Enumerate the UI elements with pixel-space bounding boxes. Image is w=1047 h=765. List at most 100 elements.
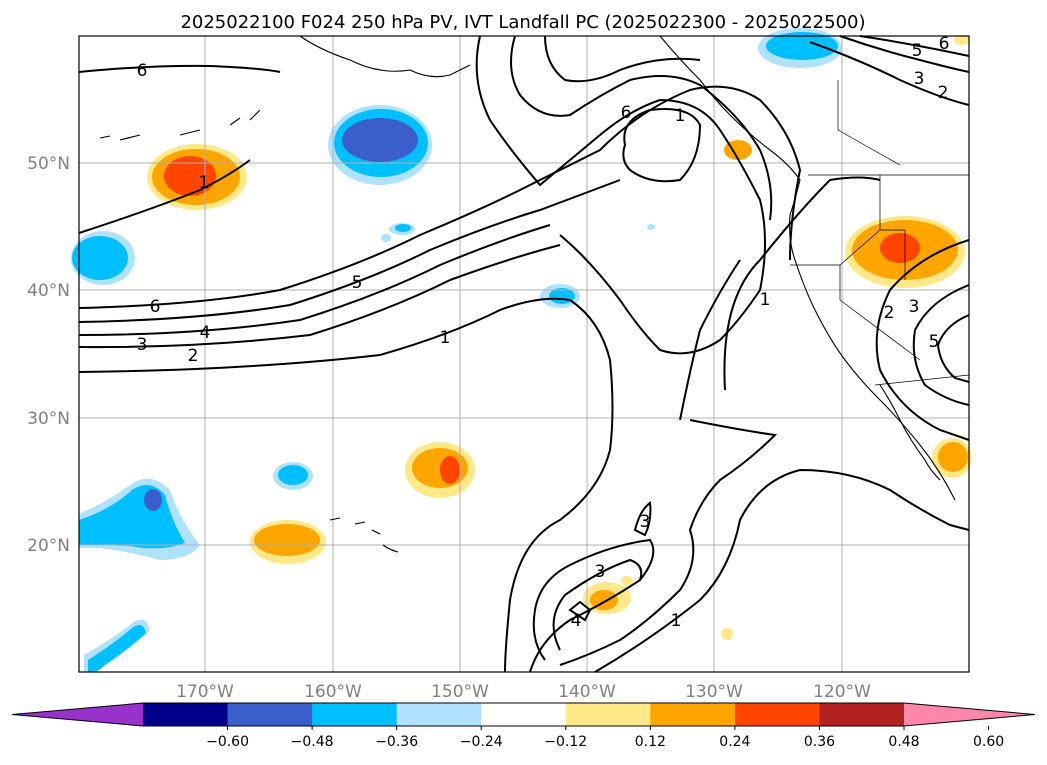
anomaly-blob xyxy=(721,628,733,640)
contour-label: 3 xyxy=(640,512,651,532)
contour-label: 1 xyxy=(675,106,686,126)
contour-label: 2 xyxy=(188,346,199,366)
anomaly-blob xyxy=(278,465,308,485)
contour-label: 2 xyxy=(938,83,949,103)
contour-line xyxy=(594,468,970,673)
contour-line xyxy=(510,35,773,221)
contour-label: 3 xyxy=(914,69,925,89)
gridlines xyxy=(79,36,969,672)
colorbar-segment xyxy=(227,703,313,726)
lat-tick-labels: 50°N 40°N 30°N 20°N xyxy=(27,154,70,556)
colorbar-segment xyxy=(650,703,736,726)
lon-tick-label: 160°W xyxy=(304,682,362,702)
contour-label: 6 xyxy=(150,297,161,317)
contour-label: 5 xyxy=(929,332,940,352)
contour-line xyxy=(809,41,970,106)
colorbar-tick-label: −0.60 xyxy=(206,734,249,750)
colorbar-tick-label: 0.36 xyxy=(804,734,835,750)
colorbar-segment xyxy=(143,703,229,726)
map-background xyxy=(79,36,969,672)
anomaly-blob xyxy=(954,35,970,45)
contour-label: 6 xyxy=(137,61,148,81)
border-alaska-canada xyxy=(837,80,901,166)
anomaly-blob xyxy=(724,140,752,160)
anomaly-blob xyxy=(381,234,391,242)
colorbar-segment xyxy=(396,703,482,726)
colorbar-segment xyxy=(312,703,398,726)
contour-line xyxy=(78,179,621,323)
coastline-hawaii xyxy=(329,517,399,553)
contour-line xyxy=(936,314,970,383)
colorbar-extend-max xyxy=(904,703,1035,726)
anomaly-blob xyxy=(938,442,968,472)
lon-tick-label: 140°W xyxy=(558,682,616,702)
anomaly-blob xyxy=(880,233,920,263)
contour-label: 5 xyxy=(352,273,363,293)
contour-line xyxy=(78,159,251,234)
anomaly-blob xyxy=(254,524,320,556)
colorbar-tick-label: −0.12 xyxy=(544,734,587,750)
lat-tick-label: 40°N xyxy=(27,281,70,301)
colorbar-tick-label: −0.48 xyxy=(291,734,334,750)
coastline-aleutians xyxy=(299,35,471,78)
contour-line-1 xyxy=(78,297,614,673)
lon-tick-label: 120°W xyxy=(813,682,871,702)
contour-label: 2 xyxy=(884,303,895,323)
contour-line xyxy=(859,35,970,57)
contour-line xyxy=(529,538,655,673)
contour-line-4 xyxy=(568,600,592,622)
contour-line xyxy=(78,224,551,336)
contour-label: 5 xyxy=(912,41,923,61)
contour-label: 1 xyxy=(440,328,451,348)
anomaly-blob xyxy=(72,236,128,280)
lat-tick-label: 50°N xyxy=(27,154,70,174)
contour-line-6 xyxy=(622,108,702,183)
lon-tick-label: 170°W xyxy=(176,682,234,702)
contour-line xyxy=(679,259,741,421)
anomaly-blob xyxy=(164,156,216,196)
colorbar-segment xyxy=(565,703,651,726)
anomaly-blob xyxy=(395,224,411,232)
colorbar-tick-label: −0.24 xyxy=(460,734,503,750)
coastline-aleutian-islands xyxy=(99,109,261,141)
anomaly-blob xyxy=(647,224,655,230)
colorbar-tick-label: 0.48 xyxy=(888,734,919,750)
contour-line xyxy=(78,244,561,349)
border-states xyxy=(790,175,921,361)
colorbar: −0.60 −0.48 −0.36 −0.24 −0.12 0.12 0.24 0.36 0.4… xyxy=(11,702,1036,750)
contour-label: 4 xyxy=(200,323,211,343)
pv-contours xyxy=(78,35,970,673)
map-frame xyxy=(78,35,970,673)
figure-title: 2025022100 F024 250 hPa PV, IVT Landfall… xyxy=(180,12,865,33)
colorbar-outline xyxy=(11,702,1036,727)
contour-line xyxy=(475,35,766,355)
colorbar-tick-label: 0.60 xyxy=(973,734,1004,750)
contour-label: 4 xyxy=(571,611,582,631)
contour-line xyxy=(78,64,281,73)
anomaly-blob xyxy=(144,489,162,511)
contour-line xyxy=(544,35,701,83)
colorbar-tick-label: −0.36 xyxy=(375,734,418,750)
contour-line xyxy=(723,176,881,391)
contour-label: 3 xyxy=(595,562,606,582)
lon-tick-labels: 170°W 160°W 150°W 140°W 130°W 120°W xyxy=(176,682,871,702)
anomaly-blob xyxy=(342,118,418,162)
colorbar-segment xyxy=(734,703,820,726)
contour-line xyxy=(552,558,643,651)
contour-label: 1 xyxy=(671,611,682,631)
colorbar-segment xyxy=(481,703,567,726)
contour-label: 6 xyxy=(939,34,950,54)
contour-label: 1 xyxy=(199,173,210,193)
contour-label: 6 xyxy=(621,103,632,123)
lat-tick-label: 20°N xyxy=(27,536,70,556)
contour-label: 3 xyxy=(137,335,148,355)
colorbar-tick-label: 0.12 xyxy=(635,734,666,750)
colorbar-tick-label: 0.24 xyxy=(719,734,750,750)
contour-line xyxy=(78,85,802,309)
contour-labels: 6 5 4 3 2 1 6 5 3 2 1 6 1 1 2 3 5 3 3 4 … xyxy=(137,34,950,631)
anomaly-blob xyxy=(766,32,838,60)
anomaly-blob xyxy=(440,456,460,484)
contour-line xyxy=(875,239,970,441)
lat-tick-label: 30°N xyxy=(27,409,70,429)
